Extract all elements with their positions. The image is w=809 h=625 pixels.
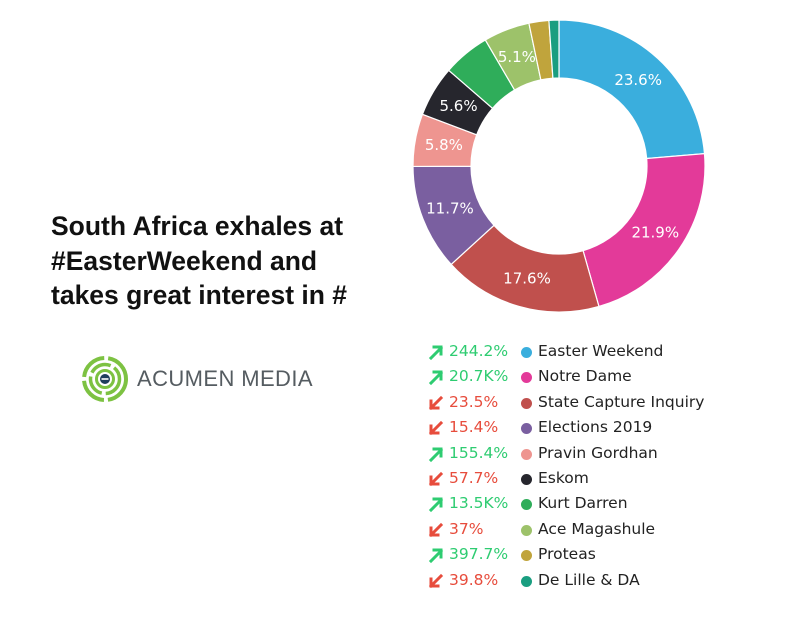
trend-value: 57.7% bbox=[449, 468, 499, 487]
acumen-media-logo: ACUMEN MEDIA bbox=[80, 354, 320, 404]
trend-down-arrow-icon bbox=[428, 471, 444, 487]
donut-chart: 23.6% 21.9% 17.6% 11.7% 5.8% 5.6% 5.1% bbox=[412, 19, 706, 313]
slice-label-1: 23.6% bbox=[614, 71, 662, 89]
trend-up-arrow-icon bbox=[428, 370, 444, 386]
legend-label: Pravin Gordhan bbox=[538, 443, 658, 462]
legend-row: 15.4% Elections 2019 bbox=[428, 416, 768, 441]
legend-swatch bbox=[521, 550, 532, 562]
legend-label: Elections 2019 bbox=[538, 418, 653, 437]
legend-label: Notre Dame bbox=[538, 367, 632, 386]
legend-row: 20.7K% Notre Dame bbox=[428, 365, 768, 390]
trend-value: 39.8% bbox=[449, 570, 499, 589]
headline: South Africa exhales at #EasterWeekend a… bbox=[51, 211, 348, 310]
trend-value: 155.4% bbox=[449, 443, 509, 462]
legend-row: 57.7% Eskom bbox=[428, 467, 768, 492]
legend-swatch bbox=[521, 448, 532, 460]
legend-row: 13.5K% Kurt Darren bbox=[428, 492, 768, 517]
legend-swatch bbox=[521, 473, 532, 485]
legend-row: 39.8% De Lille & DA bbox=[428, 569, 768, 594]
legend-label: Easter Weekend bbox=[538, 342, 664, 360]
legend-swatch bbox=[521, 347, 532, 358]
legend-swatch bbox=[521, 397, 532, 409]
legend-swatch bbox=[521, 372, 532, 384]
legend-row: 37% Ace Magashule bbox=[428, 518, 768, 543]
legend-label: Kurt Darren bbox=[538, 494, 628, 513]
legend-label: State Capture Inquiry bbox=[538, 392, 705, 411]
trend-value: 15.4% bbox=[449, 418, 499, 437]
slice-label-4: 11.7% bbox=[426, 199, 474, 217]
legend-label: Ace Magashule bbox=[538, 519, 656, 538]
trend-value: 397.7% bbox=[449, 545, 509, 564]
donut-slice-10 bbox=[548, 19, 560, 79]
slice-label-8: 5.1% bbox=[498, 48, 536, 66]
legend-row: 23.5% State Capture Inquiry bbox=[428, 391, 768, 416]
legend-row: 244.2% Easter Weekend bbox=[428, 340, 768, 365]
legend-swatch bbox=[521, 499, 532, 511]
legend-row: 155.4% Pravin Gordhan bbox=[428, 442, 768, 467]
trend-value: 37% bbox=[449, 519, 484, 538]
slice-label-3: 17.6% bbox=[503, 270, 551, 288]
slice-label-5: 5.8% bbox=[425, 136, 463, 154]
legend-label: De Lille & DA bbox=[538, 570, 640, 589]
trend-up-arrow-icon bbox=[428, 345, 444, 360]
trend-down-arrow-icon bbox=[428, 421, 444, 436]
legend-swatch bbox=[521, 524, 532, 536]
trend-value: 20.7K% bbox=[449, 367, 509, 386]
trend-value: 13.5K% bbox=[449, 494, 509, 513]
trend-down-arrow-icon bbox=[428, 395, 444, 410]
chart-legend: 244.2% Easter Weekend 20.7K% Notre Dame 23.5… bbox=[428, 340, 768, 594]
trend-down-arrow-icon bbox=[428, 573, 444, 588]
legend-swatch bbox=[521, 575, 532, 587]
trend-value: 23.5% bbox=[449, 392, 499, 411]
trend-value: 244.2% bbox=[449, 342, 509, 360]
legend-label: Eskom bbox=[538, 468, 589, 487]
trend-up-arrow-icon bbox=[428, 497, 444, 513]
trend-up-arrow-icon bbox=[428, 447, 444, 462]
logo-text: ACUMEN MEDIA bbox=[137, 366, 313, 391]
legend-swatch bbox=[521, 423, 532, 435]
trend-up-arrow-icon bbox=[428, 548, 444, 564]
maze-logo-icon bbox=[82, 356, 128, 402]
legend-label: Proteas bbox=[538, 545, 596, 564]
slice-label-2: 21.9% bbox=[631, 223, 679, 241]
trend-down-arrow-icon bbox=[428, 522, 444, 537]
donut-slice-1 bbox=[558, 19, 706, 160]
legend-row: 397.7% Proteas bbox=[428, 543, 768, 568]
slice-label-6: 5.6% bbox=[439, 97, 477, 115]
